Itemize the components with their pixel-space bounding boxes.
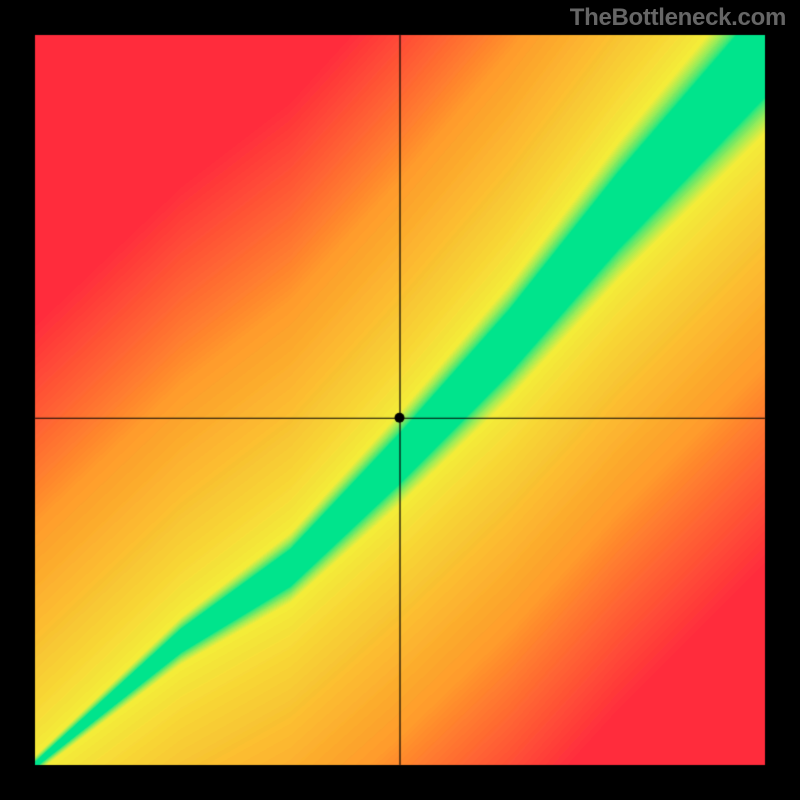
watermark-text: TheBottleneck.com (570, 4, 786, 32)
chart-container: TheBottleneck.com (0, 0, 800, 800)
overlay-canvas (0, 0, 800, 800)
